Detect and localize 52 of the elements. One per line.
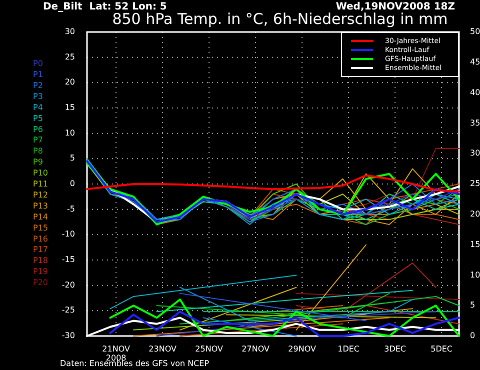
text: P5 <box>33 114 43 123</box>
text: P20 <box>33 278 48 288</box>
text: P18 <box>33 256 48 266</box>
y2-tick-label: 45 <box>470 57 480 66</box>
y-tick-label: -5 <box>67 204 75 214</box>
y-tick-label: -10 <box>62 230 75 239</box>
text: P13 <box>33 201 48 210</box>
y-tick-label: -25 <box>62 306 75 315</box>
text: P2 <box>33 80 43 90</box>
y2-tick-label: 10 <box>470 270 480 280</box>
y-tick-label: 5 <box>70 154 75 163</box>
text: P8 <box>33 146 43 156</box>
y-tick-label: 10 <box>64 128 75 138</box>
y-tick-label: 20 <box>64 78 75 87</box>
x-tick-label: 3DEC <box>384 344 406 354</box>
text: P17 <box>33 245 48 254</box>
x-tick-label: 5DEC <box>430 344 453 354</box>
text: P7 <box>33 136 43 145</box>
x-tick-label: 1DEC <box>338 344 360 354</box>
y-tick-label: -15 <box>62 255 75 264</box>
text: P1 <box>33 70 43 80</box>
text: P11 <box>33 180 48 189</box>
text: P15 <box>33 223 48 232</box>
text: P19 <box>33 267 48 276</box>
text: P6 <box>33 124 43 134</box>
x-tick-label: 25NOV <box>195 344 224 354</box>
y2-tick-label: 5 <box>470 300 476 310</box>
y-tick-label: -30 <box>62 331 75 340</box>
text: P16 <box>33 234 48 244</box>
y2-tick-label: 20 <box>470 209 480 218</box>
y2-tick-label: 25 <box>470 179 480 188</box>
y-tick-label: 15 <box>64 103 75 112</box>
text: P10 <box>33 168 48 178</box>
x-tick-label: 27NOV <box>242 344 270 354</box>
y-tick-label: 25 <box>64 52 75 62</box>
text: P4 <box>33 102 43 112</box>
x-tick-label: 29NOV <box>288 344 316 354</box>
y2-tick-label: 15 <box>470 240 480 249</box>
text: P0 <box>33 59 43 68</box>
y2-tick-label: 35 <box>470 118 480 128</box>
y-tick-label: 0 <box>70 179 75 188</box>
y2-tick-label: 30 <box>470 148 480 158</box>
y2-tick-label: 0 <box>470 331 476 340</box>
text: P14 <box>33 212 48 222</box>
y2-tick-label: 40 <box>470 88 480 97</box>
text: P9 <box>33 158 43 167</box>
y2-tick-label: 50 <box>470 27 480 36</box>
y-tick-label: 30 <box>64 27 75 36</box>
y-tick-label: -20 <box>62 280 75 290</box>
text: P3 <box>33 92 43 101</box>
x-tick-label: 23NOV <box>148 344 177 354</box>
text: P12 <box>33 190 48 200</box>
